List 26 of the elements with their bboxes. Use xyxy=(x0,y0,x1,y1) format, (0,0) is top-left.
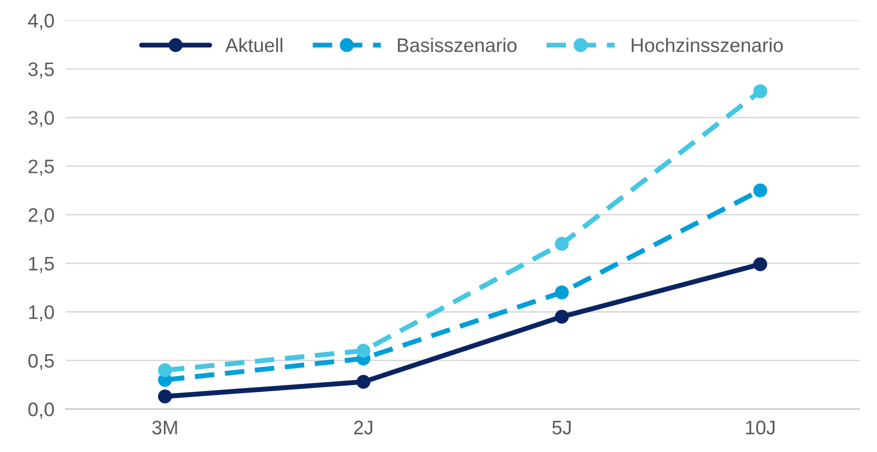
point xyxy=(158,363,172,378)
point xyxy=(554,310,569,324)
y-tick-label: 3,0 xyxy=(28,110,54,128)
point xyxy=(158,389,172,404)
y-tick-label: 2,5 xyxy=(28,160,54,176)
point xyxy=(356,344,370,358)
y-tick-label: 0,5 xyxy=(28,354,54,370)
y-tick-label: 1,0 xyxy=(29,305,54,322)
legend-label: Hochzinsszenario xyxy=(632,38,783,52)
y-tick-label: 0,0 xyxy=(28,402,54,419)
point xyxy=(356,374,370,389)
legend-label: Basisszenario xyxy=(398,38,517,52)
y-tick-label: 3,5 xyxy=(28,62,54,78)
x-tick-label: 2J xyxy=(354,420,372,434)
point xyxy=(753,183,768,198)
legend-label: Aktuell xyxy=(225,38,282,52)
point xyxy=(554,236,569,251)
point xyxy=(753,84,768,98)
x-tick-label: 3M xyxy=(152,420,177,434)
y-tick-label: 2,0 xyxy=(28,208,54,224)
point xyxy=(753,257,768,272)
y-tick-label: 4,0 xyxy=(28,14,54,30)
x-tick-label: 10J xyxy=(746,420,774,434)
y-tick-label: 1,5 xyxy=(29,256,54,273)
x-tick-label: 5J xyxy=(552,420,571,434)
point xyxy=(554,286,569,300)
